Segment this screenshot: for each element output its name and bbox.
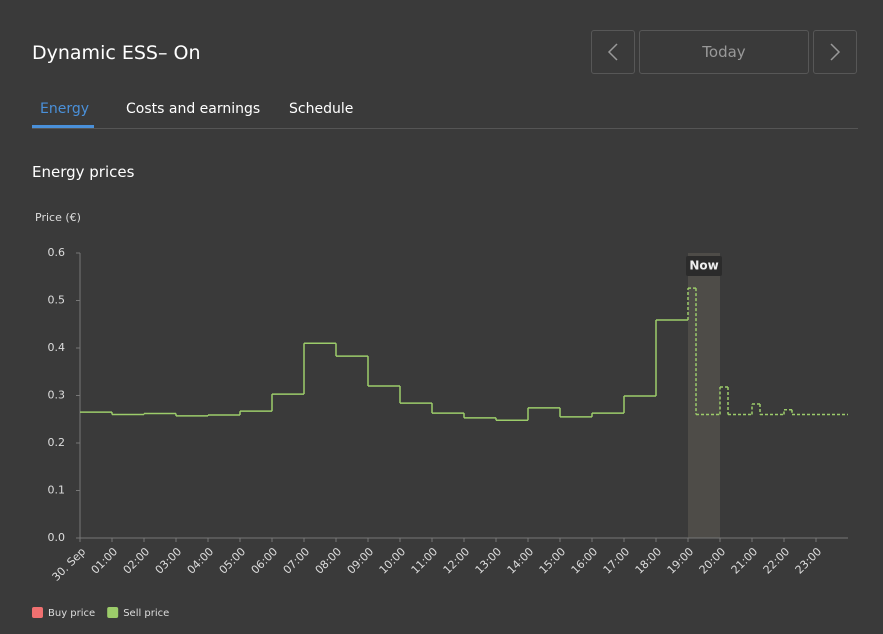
x-tick-label: 30. Sep — [50, 545, 89, 584]
today-button[interactable]: Today — [639, 30, 809, 74]
legend-label: Sell price — [123, 608, 169, 619]
x-tick-label: 17:00 — [601, 545, 633, 577]
x-tick-label: 14:00 — [505, 545, 537, 577]
tab[interactable]: Costs and earnings — [126, 101, 261, 117]
legend-swatch — [32, 607, 43, 618]
x-tick-label: 12:00 — [441, 545, 473, 577]
tab[interactable]: Energy — [40, 101, 90, 117]
x-tick-label: 09:00 — [345, 545, 377, 577]
x-tick-label: 06:00 — [249, 545, 281, 577]
x-tick-label: 08:00 — [313, 545, 345, 577]
x-tick-label: 03:00 — [153, 545, 185, 577]
y-tick-label: 0.2 — [48, 436, 66, 449]
tab-underline — [32, 125, 94, 128]
x-tick-label: 04:00 — [185, 545, 217, 577]
y-tick-label: 0.6 — [48, 246, 66, 259]
x-tick-label: 11:00 — [409, 545, 441, 577]
y-tick-label: 0.0 — [48, 531, 66, 544]
x-tick-label: 10:00 — [377, 545, 409, 577]
x-tick-label: 05:00 — [217, 545, 249, 577]
x-tick-label: 23:00 — [793, 545, 825, 577]
x-tick-label: 13:00 — [473, 545, 505, 577]
title: Dynamic ESS– On — [32, 42, 201, 64]
legend-label: Buy price — [48, 608, 95, 619]
x-tick-label: 19:00 — [665, 545, 697, 577]
next-button[interactable] — [813, 30, 857, 74]
x-tick-label: 07:00 — [281, 545, 313, 577]
y-tick-label: 0.1 — [48, 484, 66, 497]
x-tick-label: 22:00 — [761, 545, 793, 577]
x-tick-label: 21:00 — [729, 545, 761, 577]
tab[interactable]: Schedule — [289, 101, 354, 117]
now-badge — [686, 256, 722, 276]
now-band — [688, 253, 720, 538]
legend-swatch — [107, 607, 119, 618]
y-tick-label: 0.4 — [48, 341, 66, 354]
y-tick-label: 0.5 — [48, 294, 66, 307]
prev-button[interactable] — [591, 30, 635, 74]
chevron-left — [607, 43, 618, 61]
divider — [32, 128, 858, 129]
x-tick-label: 20:00 — [697, 545, 729, 577]
x-tick-label: 15:00 — [537, 545, 569, 577]
x-tick-label: 02:00 — [121, 545, 153, 577]
y-tick-label: 0.3 — [48, 389, 66, 402]
y-axis-label: Price (€) — [35, 211, 81, 224]
x-tick-label: 01:00 — [89, 545, 121, 577]
x-tick-label: 18:00 — [633, 545, 665, 577]
chevron-right — [830, 43, 841, 61]
x-tick-label: 16:00 — [569, 545, 601, 577]
now-label: Now — [689, 259, 718, 273]
section-title: Energy prices — [32, 163, 135, 181]
